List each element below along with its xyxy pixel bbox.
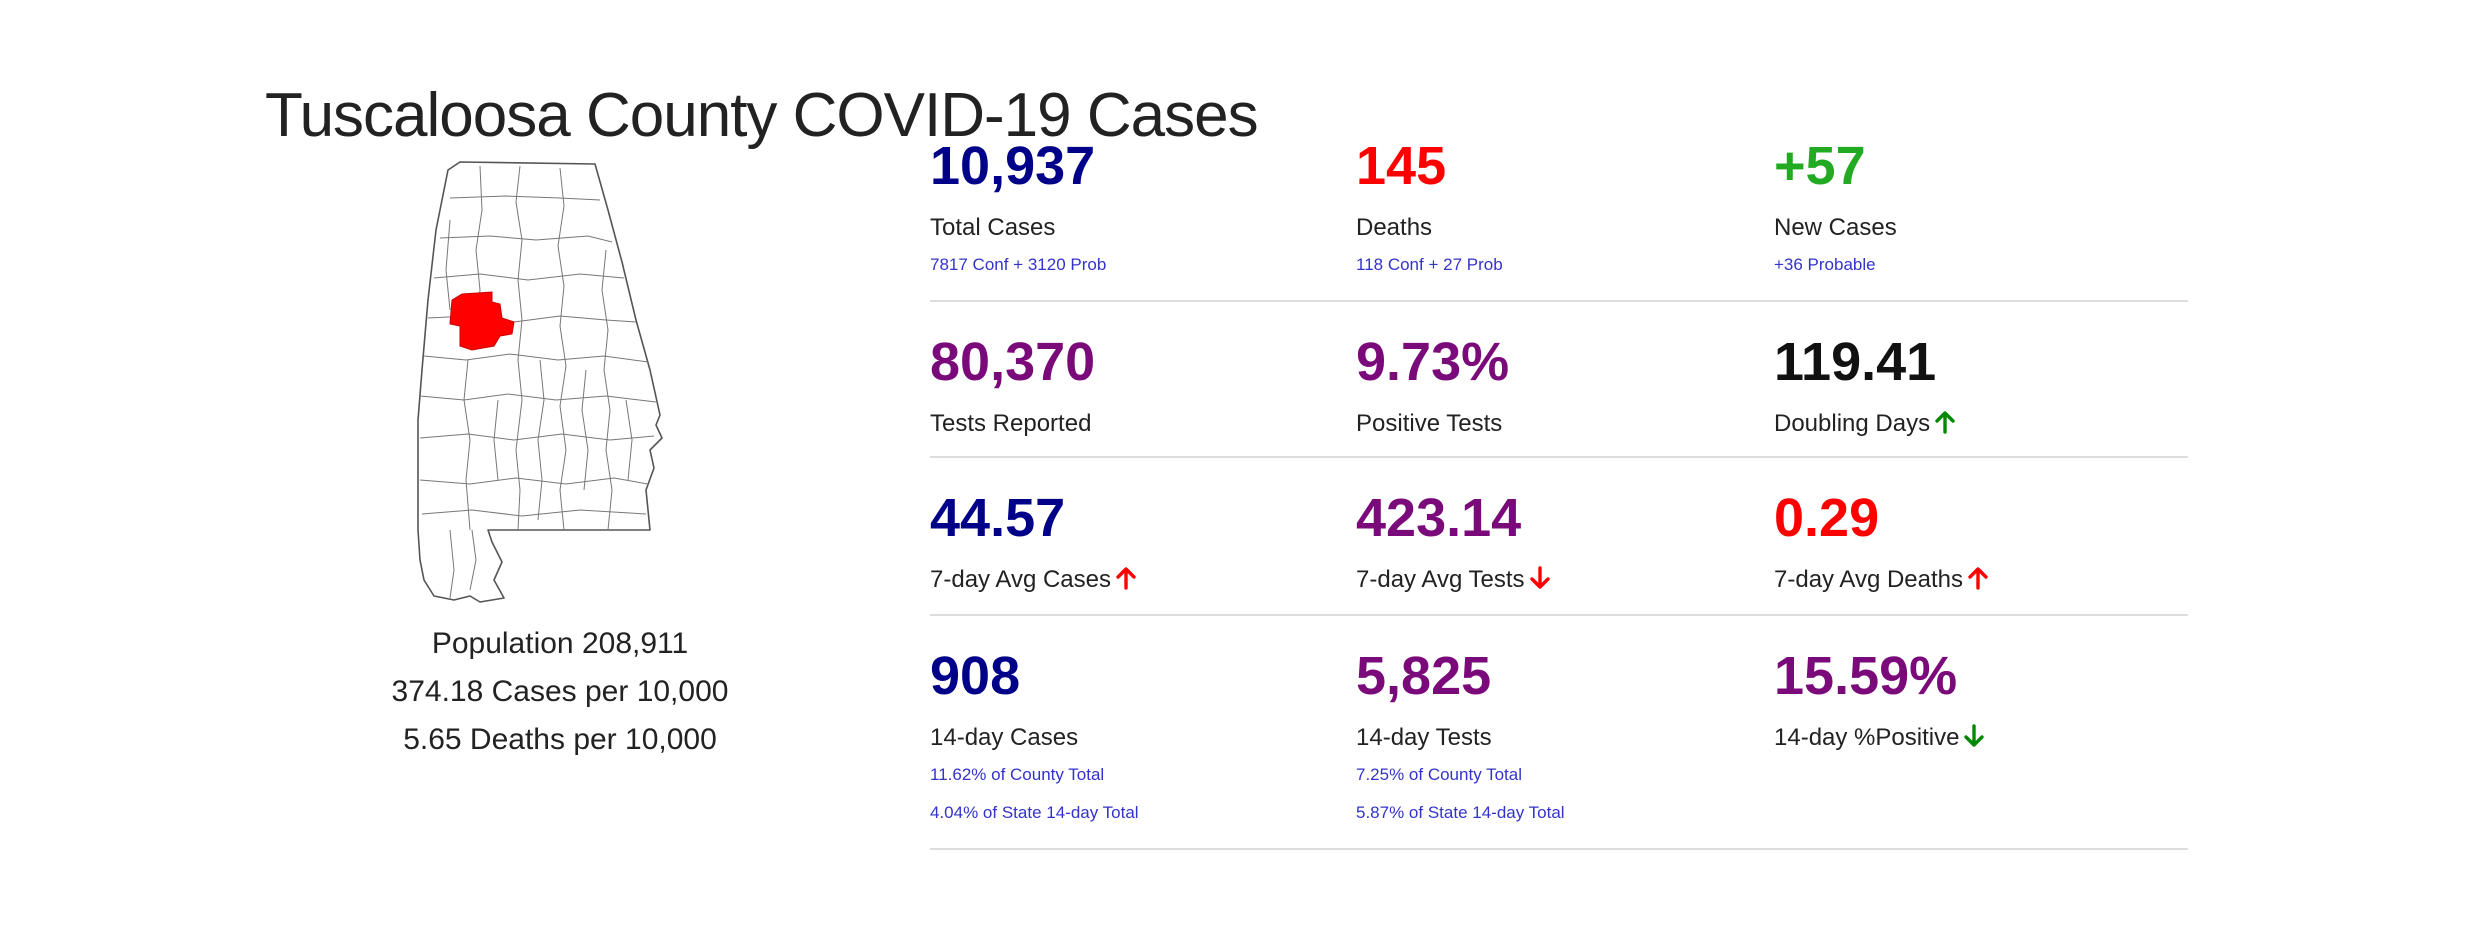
- tests-reported-label: Tests Reported: [930, 410, 1092, 437]
- avg-tests-7day-value: 423.14: [1356, 488, 1522, 548]
- cases-14day-card: 908 14-day Cases 11.62% of County Total …: [930, 640, 1139, 832]
- population-stat: Population 208,911: [431, 627, 689, 660]
- cases-per-10k-stat: 374.18 Cases per 10,000: [391, 675, 729, 708]
- avg-cases-7day-label-wrap: 7-day Avg Cases: [930, 562, 1137, 598]
- avg-tests-7day-card: 423.14 7-day Avg Tests: [1356, 482, 1551, 598]
- cases-14day-value: 908: [930, 646, 1021, 706]
- positive-14day-card: 15.59% 14-day %Positive: [1774, 640, 1985, 756]
- alabama-county-map: [417, 161, 663, 603]
- deaths-detail: 118 Conf + 27 Prob: [1356, 255, 1503, 274]
- total-cases-card: 10,937 Total Cases 7817 Conf + 3120 Prob: [930, 130, 1106, 284]
- arrow-up-icon: [1935, 411, 1955, 434]
- doubling-days-label: Doubling Days: [1774, 410, 1931, 437]
- deaths-card: 145 Deaths 118 Conf + 27 Prob: [1356, 130, 1503, 284]
- avg-cases-7day-value: 44.57: [930, 488, 1066, 548]
- tuscaloosa-county-highlight: [449, 291, 515, 351]
- total-cases-detail: 7817 Conf + 3120 Prob: [930, 255, 1107, 274]
- avg-cases-7day-card: 44.57 7-day Avg Cases: [930, 482, 1137, 598]
- positive-tests-card: 9.73% Positive Tests: [1356, 326, 1509, 442]
- arrow-up-icon: [1968, 567, 1988, 590]
- avg-deaths-7day-value: 0.29: [1774, 488, 1880, 548]
- alabama-state-outline: [417, 161, 663, 603]
- county-stats: Population 208,911 374.18 Cases per 10,0…: [360, 620, 760, 764]
- cases-14day-state-share: 4.04% of State 14-day Total: [930, 803, 1139, 822]
- positive-tests-label: Positive Tests: [1356, 410, 1503, 437]
- arrow-up-icon: [1116, 567, 1136, 590]
- tests-14day-value: 5,825: [1356, 646, 1492, 706]
- doubling-days-card: 119.41 Doubling Days: [1774, 326, 1956, 442]
- arrow-down-icon: [1964, 724, 1985, 747]
- avg-deaths-7day-label: 7-day Avg Deaths: [1774, 566, 1964, 593]
- stats-row-totals: 10,937 Total Cases 7817 Conf + 3120 Prob…: [930, 130, 2188, 302]
- tests-14day-state-share: 5.87% of State 14-day Total: [1356, 803, 1565, 822]
- avg-deaths-7day-label-wrap: 7-day Avg Deaths: [1774, 562, 1989, 598]
- new-cases-detail: +36 Probable: [1774, 255, 1876, 274]
- arrow-down-icon: [1529, 566, 1550, 589]
- stats-row-14day: 908 14-day Cases 11.62% of County Total …: [930, 616, 2188, 850]
- deaths-label: Deaths: [1356, 214, 1433, 241]
- tests-14day-label: 14-day Tests: [1356, 724, 1492, 751]
- tests-14day-county-share: 7.25% of County Total: [1356, 765, 1523, 784]
- deaths-per-10k-stat: 5.65 Deaths per 10,000: [403, 723, 717, 756]
- avg-deaths-7day-card: 0.29 7-day Avg Deaths: [1774, 482, 1989, 598]
- county-borders: [419, 165, 657, 599]
- deaths-value: 145: [1356, 136, 1447, 196]
- positive-tests-value: 9.73%: [1356, 332, 1510, 392]
- total-cases-label: Total Cases: [930, 214, 1056, 241]
- tests-reported-value: 80,370: [930, 332, 1096, 392]
- avg-tests-7day-label-wrap: 7-day Avg Tests: [1356, 562, 1551, 598]
- page-title: Tuscaloosa County COVID-19 Cases: [265, 80, 1259, 150]
- positive-14day-value: 15.59%: [1774, 646, 1958, 706]
- new-cases-value: +57: [1774, 136, 1866, 196]
- doubling-days-value: 119.41: [1774, 332, 1937, 392]
- stats-row-averages: 44.57 7-day Avg Cases 423.14 7-day Avg T…: [930, 458, 2188, 616]
- avg-tests-7day-label: 7-day Avg Tests: [1356, 566, 1525, 593]
- stats-grid: 10,937 Total Cases 7817 Conf + 3120 Prob…: [930, 130, 2188, 850]
- new-cases-card: +57 New Cases +36 Probable: [1774, 130, 1897, 284]
- stats-row-testing: 80,370 Tests Reported 9.73% Positive Tes…: [930, 302, 2188, 458]
- tests-14day-card: 5,825 14-day Tests 7.25% of County Total…: [1356, 640, 1565, 832]
- positive-14day-label: 14-day %Positive: [1774, 724, 1960, 751]
- cases-14day-county-share: 11.62% of County Total: [930, 765, 1105, 784]
- total-cases-value: 10,937: [930, 136, 1096, 196]
- cases-14day-label: 14-day Cases: [930, 724, 1079, 751]
- positive-14day-label-wrap: 14-day %Positive: [1774, 720, 1985, 756]
- avg-cases-7day-label: 7-day Avg Cases: [930, 566, 1111, 593]
- doubling-days-label-wrap: Doubling Days: [1774, 406, 1956, 442]
- tests-reported-card: 80,370 Tests Reported: [930, 326, 1095, 442]
- new-cases-label: New Cases: [1774, 214, 1897, 241]
